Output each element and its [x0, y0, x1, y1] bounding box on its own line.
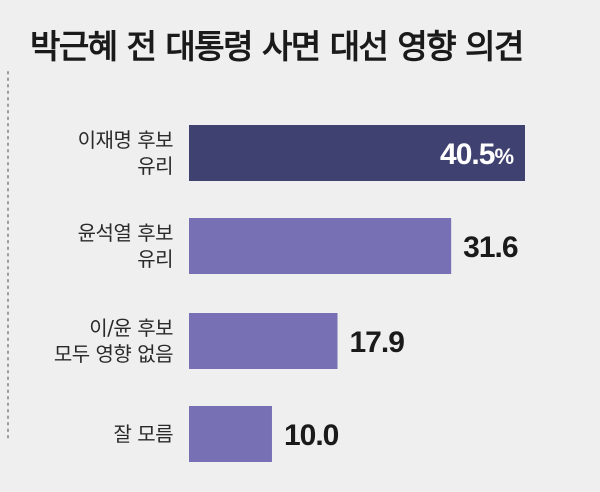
- category-label-1: 윤석열 후보 유리: [78, 221, 173, 271]
- value-label-3: 10.0: [284, 419, 339, 452]
- category-label-0-line-0: 이재명 후보: [78, 128, 173, 152]
- value-label-number: 40.5: [440, 138, 495, 171]
- value-label-0: 40.5%: [440, 138, 513, 171]
- category-label-2: 이/윤 후보 모두 영향 없음: [54, 316, 173, 366]
- bar-2: [189, 313, 338, 369]
- category-label-2-line-0: 이/윤 후보: [89, 316, 173, 340]
- category-label-0: 이재명 후보 유리: [78, 128, 173, 178]
- value-label-unit: %: [494, 144, 513, 169]
- category-label-3: 잘 모름: [113, 422, 173, 446]
- chart-title: 박근혜 전 대통령 사면 대선 영향 의견: [30, 27, 524, 66]
- category-label-3-line-0: 잘 모름: [113, 422, 173, 446]
- category-label-1-line-0: 윤석열 후보: [78, 221, 173, 245]
- category-label-2-line-1: 모두 영향 없음: [54, 342, 173, 366]
- value-label-2: 17.9: [350, 326, 405, 359]
- category-label-0-line-1: 유리: [137, 154, 173, 178]
- category-label-1-line-1: 유리: [137, 247, 173, 271]
- bar-0: [189, 125, 525, 181]
- bar-3: [189, 406, 272, 462]
- bar-1: [189, 218, 452, 274]
- value-label-1: 31.6: [463, 231, 518, 264]
